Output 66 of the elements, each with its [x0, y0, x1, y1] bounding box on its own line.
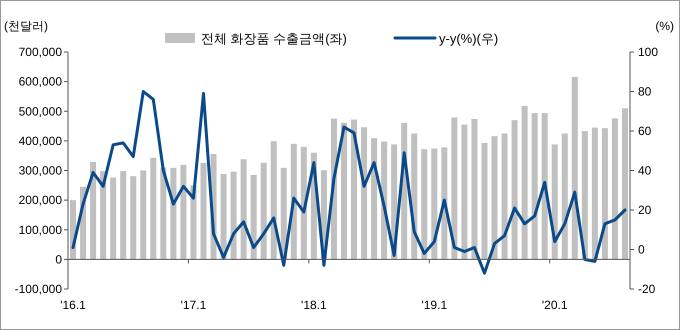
bar [602, 128, 608, 260]
y-tick-label: 700,000 [18, 45, 62, 59]
bar [270, 141, 277, 260]
bar [250, 174, 257, 260]
x-tick-label: '18.1 [301, 298, 328, 312]
y2-tick-label: -20 [638, 282, 656, 296]
bar [160, 168, 166, 260]
y2-tick-label: 100 [638, 45, 658, 59]
x-tick-label: '20.1 [542, 298, 568, 312]
y-tick-label: 500,000 [18, 104, 62, 118]
y2-axis-title: (%) [655, 19, 674, 33]
bar [361, 127, 368, 260]
bar [150, 158, 156, 260]
bar [471, 118, 478, 260]
bar [542, 113, 548, 260]
bar [170, 168, 176, 260]
y-tick-label: 200,000 [18, 193, 62, 208]
bar [431, 148, 438, 260]
y2-tick-label: 60 [638, 124, 652, 138]
y-tick-label: 100,000 [18, 222, 62, 237]
bar [492, 136, 498, 260]
bar [180, 164, 186, 260]
bar [451, 117, 458, 260]
bar [100, 171, 106, 260]
bar [572, 76, 578, 260]
y-tick-label: 600,000 [18, 74, 62, 89]
bar [622, 108, 628, 260]
bar [90, 162, 96, 260]
y-axis-title: (천달러) [4, 19, 48, 33]
y2-tick-label: 80 [638, 84, 652, 98]
bar [522, 106, 528, 260]
y-tick-label: 300,000 [18, 164, 62, 178]
legend-label: y-y(%)(우) [439, 31, 498, 46]
bar [582, 131, 588, 260]
bar [200, 162, 206, 260]
x-tick-label: '16.1 [60, 298, 86, 312]
y2-tick-label: 20 [638, 203, 652, 217]
bar [371, 138, 378, 260]
bar [110, 178, 116, 260]
x-tick-label: '17.1 [180, 298, 207, 312]
bar [532, 113, 538, 260]
bar [230, 172, 237, 260]
y-tick-label: 400,000 [18, 134, 62, 148]
bar [512, 120, 518, 260]
bar [421, 149, 428, 260]
y2-tick-label: 0 [638, 242, 645, 256]
x-tick-label: '19.1 [421, 298, 448, 312]
bar [130, 176, 136, 260]
bar [120, 171, 126, 260]
bar [140, 170, 146, 260]
legend-label: 전체 화장품 수출금액(좌) [201, 31, 347, 46]
bar [260, 162, 267, 260]
bar [562, 133, 568, 260]
bar [612, 118, 618, 260]
y-tick-label: 0 [55, 252, 62, 266]
bar [481, 142, 488, 260]
bar [300, 146, 307, 260]
bar [502, 133, 508, 260]
bar [351, 120, 358, 260]
y-tick-label: -100,000 [14, 282, 62, 296]
bar [592, 128, 598, 260]
y2-tick-label: 40 [638, 164, 652, 178]
bar [340, 122, 347, 260]
bar [240, 159, 247, 260]
bar [220, 174, 227, 260]
bar [461, 124, 468, 260]
